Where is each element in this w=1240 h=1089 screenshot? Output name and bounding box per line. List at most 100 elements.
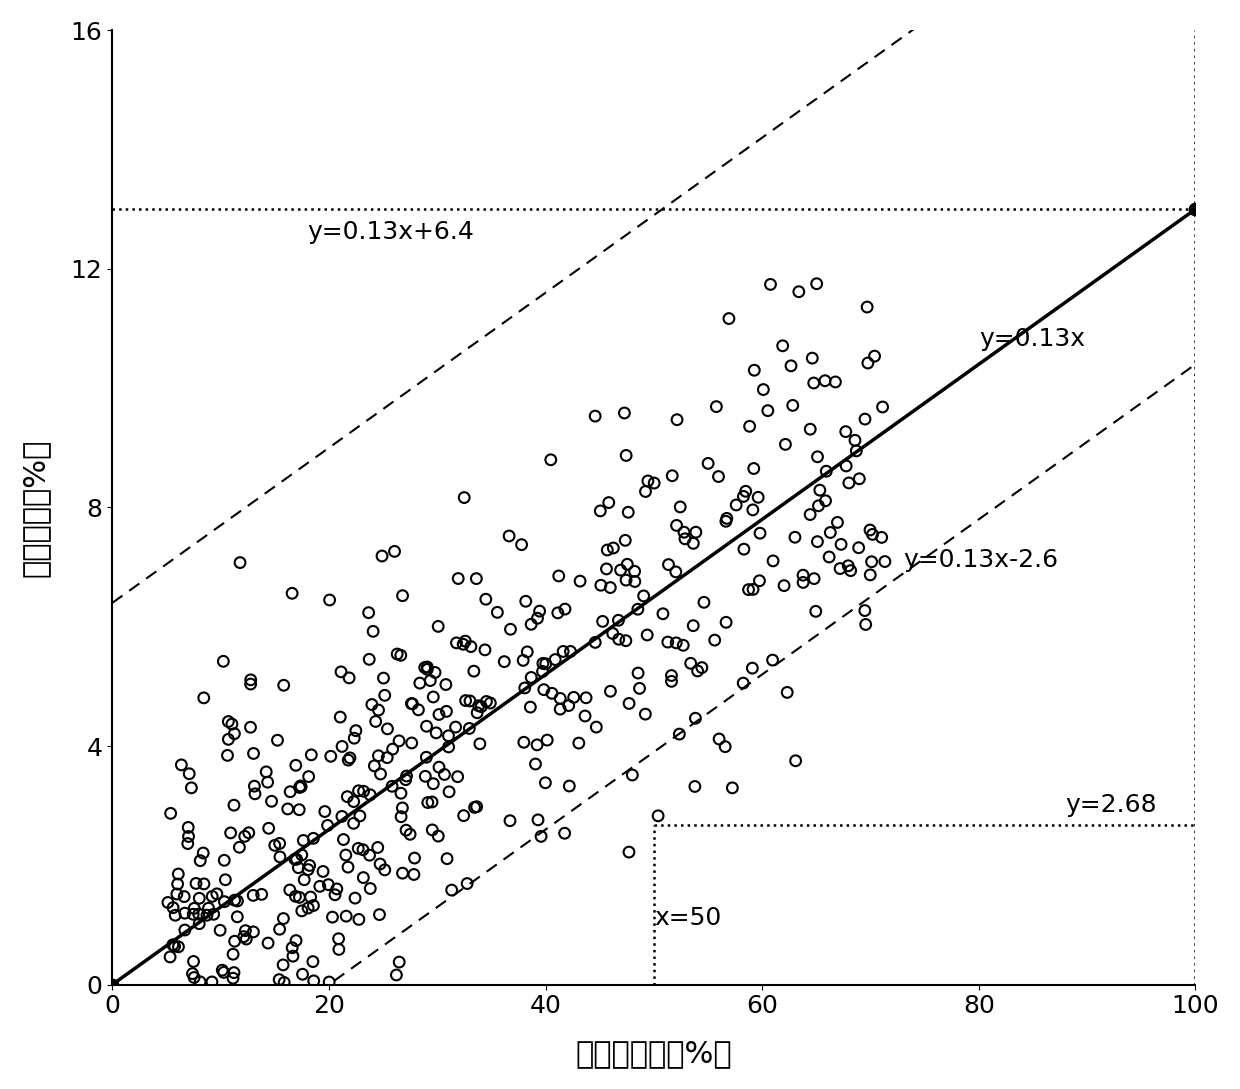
Point xyxy=(704,632,724,649)
Point xyxy=(554,824,574,842)
Point xyxy=(531,828,551,845)
Point xyxy=(322,908,342,926)
Point xyxy=(361,880,381,897)
Point xyxy=(548,604,568,622)
Point xyxy=(190,974,210,991)
Point xyxy=(849,470,869,488)
Point xyxy=(387,646,407,663)
Point xyxy=(429,758,449,775)
Point xyxy=(291,778,311,795)
Point xyxy=(340,669,360,686)
Point xyxy=(733,674,753,692)
Point xyxy=(439,727,459,745)
Point xyxy=(213,652,233,670)
Point xyxy=(749,572,769,589)
Point xyxy=(637,626,657,644)
Point xyxy=(340,749,360,767)
Point xyxy=(521,669,541,686)
Point xyxy=(384,542,404,560)
Point xyxy=(348,910,368,928)
Point xyxy=(694,594,714,611)
Point xyxy=(861,566,880,584)
Point xyxy=(377,720,397,737)
Point xyxy=(500,812,520,830)
Point xyxy=(500,527,520,544)
Point xyxy=(382,778,402,795)
Point xyxy=(389,732,409,749)
Point xyxy=(177,835,197,853)
Point xyxy=(454,489,474,506)
Point xyxy=(391,784,410,802)
Point xyxy=(370,906,389,923)
Point xyxy=(577,689,596,707)
Point xyxy=(224,725,244,743)
Point xyxy=(559,697,579,714)
Point xyxy=(372,548,392,565)
Point xyxy=(285,888,305,905)
Point xyxy=(317,817,337,834)
Point xyxy=(471,698,491,715)
Point xyxy=(533,654,553,672)
Point xyxy=(420,672,440,689)
Point xyxy=(402,734,422,751)
Point xyxy=(454,636,474,653)
Point xyxy=(415,768,435,785)
Point xyxy=(175,905,195,922)
Point xyxy=(715,738,735,756)
Point xyxy=(283,947,303,965)
Text: y=0.13x+6.4: y=0.13x+6.4 xyxy=(308,220,474,244)
Point xyxy=(229,839,249,856)
Point xyxy=(211,921,231,939)
Point xyxy=(223,945,243,963)
Point xyxy=(365,757,384,774)
Point xyxy=(202,888,222,905)
Point xyxy=(348,840,368,857)
Point xyxy=(293,966,312,983)
Point xyxy=(857,298,877,316)
Point xyxy=(808,497,828,514)
Point xyxy=(418,661,438,678)
Point xyxy=(513,651,533,669)
Point xyxy=(743,501,763,518)
Point xyxy=(569,734,589,751)
Point xyxy=(854,602,874,620)
Point xyxy=(334,831,353,848)
Point xyxy=(237,930,257,947)
Point xyxy=(299,768,319,785)
Point xyxy=(329,930,348,947)
Point xyxy=(591,576,611,594)
Point xyxy=(627,600,647,617)
Point xyxy=(847,442,867,460)
Point xyxy=(841,562,861,579)
Point xyxy=(782,396,802,414)
Point xyxy=(377,749,397,767)
Point xyxy=(521,615,541,633)
Point xyxy=(734,488,754,505)
Point xyxy=(161,805,181,822)
Point xyxy=(337,788,357,806)
Point xyxy=(744,362,764,379)
Point xyxy=(441,881,461,898)
Point xyxy=(181,779,201,796)
Point xyxy=(810,481,830,499)
Point xyxy=(666,634,686,651)
Point xyxy=(371,855,391,872)
Point xyxy=(861,522,880,539)
Point xyxy=(224,796,244,813)
Point xyxy=(476,590,496,608)
Point xyxy=(321,747,341,764)
Point xyxy=(864,347,884,365)
Point xyxy=(1185,200,1205,218)
Point xyxy=(353,841,373,858)
Point xyxy=(193,689,213,707)
Point xyxy=(259,820,279,837)
Point xyxy=(536,774,556,792)
Point xyxy=(446,634,466,651)
Point xyxy=(290,778,310,795)
Point xyxy=(445,719,465,736)
Point xyxy=(872,528,892,546)
Point xyxy=(662,467,682,485)
Point xyxy=(634,587,653,604)
Point xyxy=(846,431,866,449)
Point xyxy=(396,821,415,839)
